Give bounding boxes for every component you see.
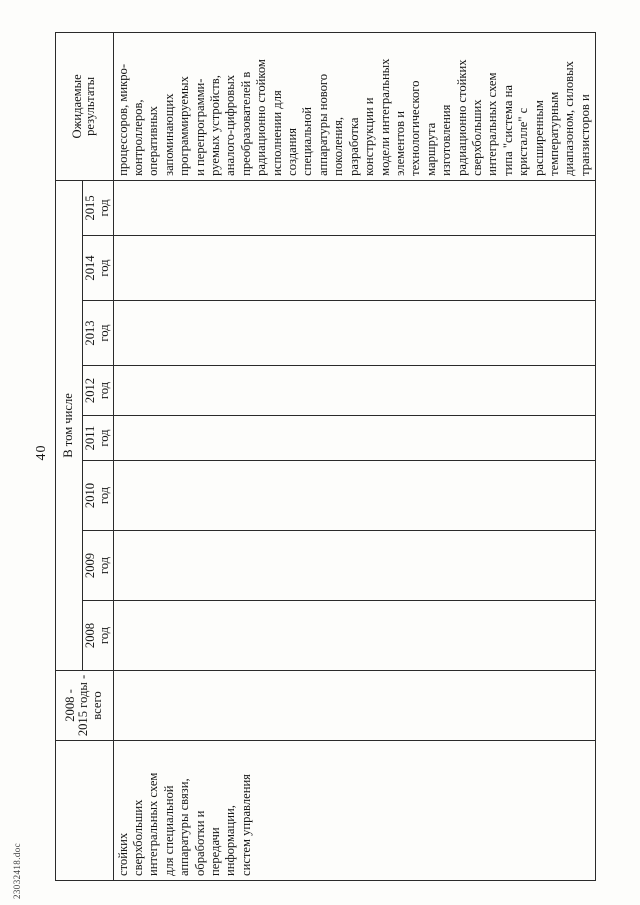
header-total-2008-2015: 2008 - 2015 годы - всего (55, 670, 114, 741)
cell-year-2012-value (113, 365, 596, 416)
header-group-including: В том числе (55, 180, 83, 671)
header-year-2009: 2009 год (82, 530, 114, 601)
header-year-2008: 2008 год (82, 600, 114, 671)
cell-year-2013-value (113, 300, 596, 366)
table-header-row-1: 2008 - 2015 годы - всего В том числе Ожи… (55, 32, 114, 881)
program-results-table: 2008 - 2015 годы - всего В том числе Ожи… (55, 32, 596, 881)
header-first-column (55, 740, 114, 881)
page-number: 40 (34, 444, 49, 461)
header-expected-results: Ожидаемые результаты (55, 32, 114, 181)
header-year-2014: 2014 год (82, 235, 114, 301)
cell-first-column-text: стойких сверхбольших интегральных схем д… (113, 740, 596, 881)
header-year-2012: 2012 год (82, 365, 114, 416)
header-year-2011: 2011 год (82, 415, 114, 461)
cell-year-2015-value (113, 180, 596, 236)
cell-year-2010-value (113, 460, 596, 531)
cell-year-2011-value (113, 415, 596, 461)
header-year-2013: 2013 год (82, 300, 114, 366)
cell-year-2008-value (113, 600, 596, 671)
cell-total-value (113, 670, 596, 741)
header-year-2015: 2015 год (82, 180, 114, 236)
header-year-2010: 2010 год (82, 460, 114, 531)
cell-year-2014-value (113, 235, 596, 301)
cell-expected-results-text: процессоров, микро- контроллеров, операт… (113, 32, 596, 181)
doc-filename-stamp: 23032418.doc (12, 842, 22, 899)
table-body-row: стойких сверхбольших интегральных схем д… (113, 32, 596, 881)
cell-year-2009-value (113, 530, 596, 601)
